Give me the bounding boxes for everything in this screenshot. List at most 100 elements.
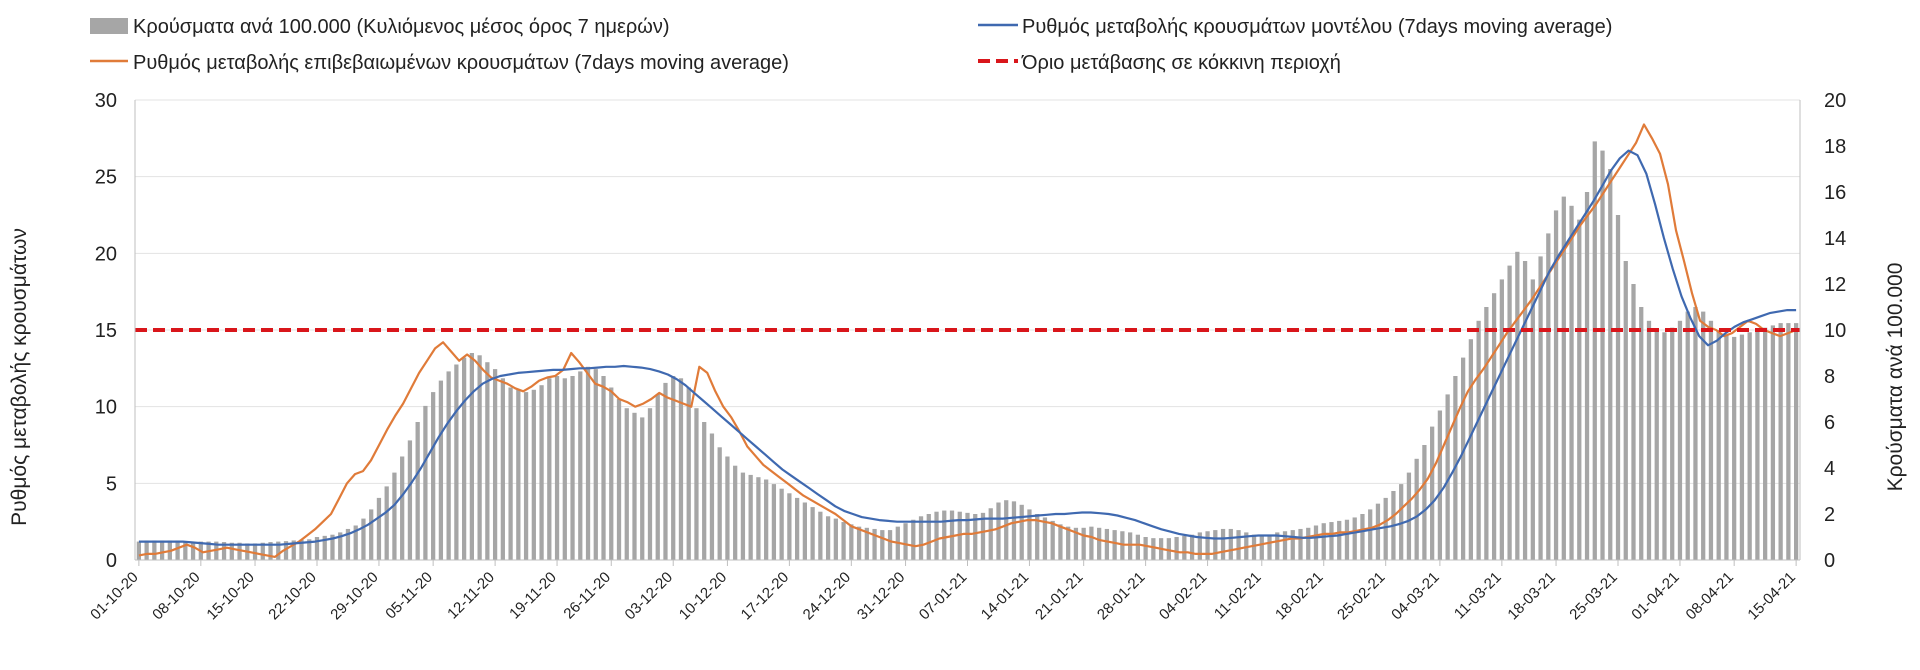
y-tick-right-label: 16	[1824, 182, 1846, 204]
bar	[1592, 141, 1597, 560]
bar	[632, 412, 637, 560]
y-tick-right-label: 18	[1824, 136, 1846, 158]
bar	[562, 378, 567, 560]
bar	[190, 541, 196, 560]
bar	[1360, 514, 1365, 560]
bar	[578, 371, 583, 560]
x-tick-label: 01-04-21	[1628, 569, 1682, 623]
bar	[864, 527, 869, 560]
x-tick-label: 22-10-20	[265, 569, 319, 623]
bar	[996, 502, 1001, 560]
bar	[717, 447, 722, 560]
y-axis-right-title: Κρούσματα ανά 100.000	[1884, 263, 1907, 492]
bar	[1654, 330, 1659, 560]
bar	[1089, 526, 1094, 560]
x-tick-label: 10-12-20	[676, 569, 730, 623]
bar	[1344, 519, 1350, 560]
x-tick-label: 04-03-21	[1388, 569, 1442, 623]
y-tick-right-label: 10	[1824, 320, 1846, 342]
x-tick-label: 15-10-20	[203, 569, 257, 623]
bar	[1143, 537, 1148, 560]
bar	[647, 408, 653, 560]
bar	[369, 509, 374, 560]
bar	[1793, 323, 1799, 560]
x-tick-label: 07-01-21	[916, 569, 970, 623]
bar	[655, 394, 660, 560]
bar	[1383, 497, 1388, 560]
bar	[887, 530, 893, 560]
x-tick-label: 19-11-20	[506, 569, 560, 623]
bar	[1430, 426, 1435, 560]
x-tick-label: 18-03-21	[1504, 569, 1558, 623]
bar	[818, 511, 823, 560]
bar	[1786, 323, 1791, 560]
bar	[1569, 205, 1574, 561]
bar	[833, 518, 838, 560]
y-tick-right-label: 8	[1824, 366, 1835, 388]
bar	[957, 511, 962, 560]
bar	[1228, 528, 1233, 560]
bar	[1693, 307, 1698, 560]
bar	[601, 376, 606, 560]
bar	[330, 534, 335, 560]
bar	[136, 541, 142, 560]
bar	[1399, 484, 1404, 560]
bar	[988, 508, 993, 560]
bar	[856, 526, 862, 560]
bar	[1747, 332, 1752, 560]
x-tick-label: 21-01-21	[1032, 569, 1086, 623]
bar	[926, 514, 931, 560]
bar	[1313, 525, 1319, 560]
bar	[407, 440, 413, 560]
x-tick-label: 08-10-20	[149, 569, 203, 623]
bar	[709, 433, 715, 560]
bar	[1298, 528, 1303, 560]
bar	[314, 537, 320, 560]
bar	[880, 530, 885, 560]
bar	[485, 362, 490, 560]
y-tick-left-label: 20	[95, 243, 117, 265]
bar	[1120, 531, 1125, 560]
bar	[1522, 261, 1528, 560]
bar	[1414, 458, 1419, 560]
y-tick-right-label: 14	[1824, 228, 1846, 250]
bar	[1251, 534, 1257, 560]
bar	[539, 385, 544, 560]
bar	[1073, 527, 1079, 560]
bar	[1732, 336, 1737, 560]
bar	[353, 525, 358, 560]
bar	[841, 522, 846, 560]
bar	[787, 493, 792, 560]
bar	[1337, 520, 1342, 560]
bar	[1670, 327, 1675, 560]
bar	[1561, 196, 1566, 560]
bar	[1004, 500, 1009, 560]
bar	[686, 387, 691, 560]
bar	[1066, 526, 1071, 560]
bar	[1778, 323, 1783, 560]
x-tick-label: 29-10-20	[327, 569, 381, 623]
bar	[1716, 330, 1721, 560]
bar	[702, 422, 707, 560]
bar	[1042, 517, 1048, 560]
y-tick-right-label: 4	[1824, 458, 1835, 480]
bar	[1290, 530, 1295, 560]
bar	[1507, 265, 1512, 560]
bar	[415, 422, 420, 560]
bar	[361, 518, 366, 560]
bar	[1406, 472, 1412, 560]
x-tick-label: 26-11-20	[560, 569, 614, 623]
bar	[1546, 233, 1551, 560]
bar	[1019, 504, 1024, 560]
bar	[1538, 256, 1543, 560]
legend-bars-swatch	[90, 18, 128, 34]
x-tick-label: 17-12-20	[738, 569, 792, 623]
bar	[663, 382, 668, 560]
x-tick-label: 31-12-20	[854, 569, 908, 623]
bar	[1182, 535, 1187, 560]
bar	[523, 392, 529, 560]
bar	[849, 524, 854, 560]
bar	[1770, 325, 1776, 560]
bar	[671, 376, 676, 560]
bar	[492, 369, 498, 560]
